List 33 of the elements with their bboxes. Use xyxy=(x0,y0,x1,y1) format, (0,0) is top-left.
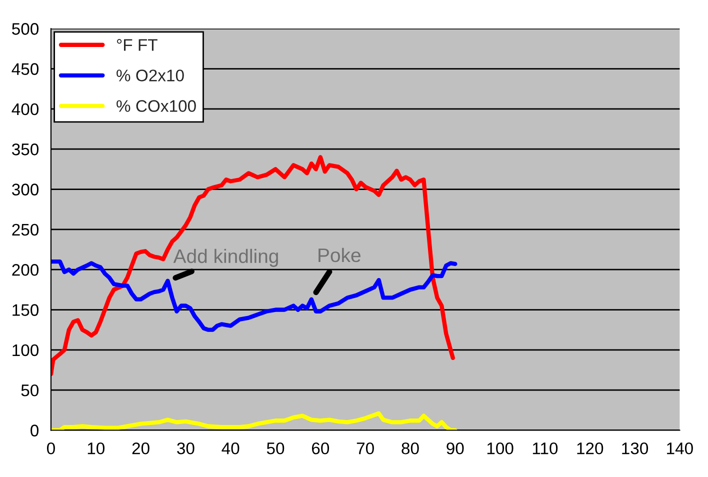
x-tick-label: 10 xyxy=(88,442,104,454)
x-tick-label: 140 xyxy=(667,442,693,454)
legend-label: % O2x10 xyxy=(116,70,184,82)
x-tick-label: 100 xyxy=(487,442,514,454)
x-tick-label: 80 xyxy=(402,442,419,454)
y-tick-label: 400 xyxy=(12,103,39,116)
x-tick-label: 50 xyxy=(266,442,284,454)
x-tick-label: 30 xyxy=(177,442,194,454)
x-tick-label: 0 xyxy=(46,442,55,454)
y-tick-label: 50 xyxy=(21,384,39,396)
y-tick-label: 300 xyxy=(12,184,39,196)
legend-label: % COx100 xyxy=(116,100,196,112)
x-tick-label: 70 xyxy=(356,442,374,454)
x-tick-label: 60 xyxy=(312,442,330,454)
x-tick-label: 90 xyxy=(446,442,464,454)
y-tick-label: 0 xyxy=(30,424,39,436)
x-tick-label: 20 xyxy=(132,442,150,454)
x-tick-label: 130 xyxy=(622,442,648,454)
x-tick-label: 120 xyxy=(577,442,604,454)
y-tick-label: 350 xyxy=(12,144,39,156)
y-tick-label: 500 xyxy=(12,23,39,35)
annotation: Add kindling xyxy=(173,248,278,267)
x-tick-label: 40 xyxy=(222,442,240,454)
line-series xyxy=(50,411,458,430)
line-series xyxy=(50,155,455,376)
x-tick-label: 110 xyxy=(532,442,558,454)
y-tick-label: 150 xyxy=(12,304,39,316)
y-tick-label: 100 xyxy=(12,344,39,356)
y-tick-label: 450 xyxy=(12,63,39,75)
y-tick-label: 200 xyxy=(12,264,39,276)
legend-label: °F FT xyxy=(116,39,158,51)
y-tick-label: 250 xyxy=(12,224,39,236)
annotation: Poke xyxy=(318,248,360,262)
